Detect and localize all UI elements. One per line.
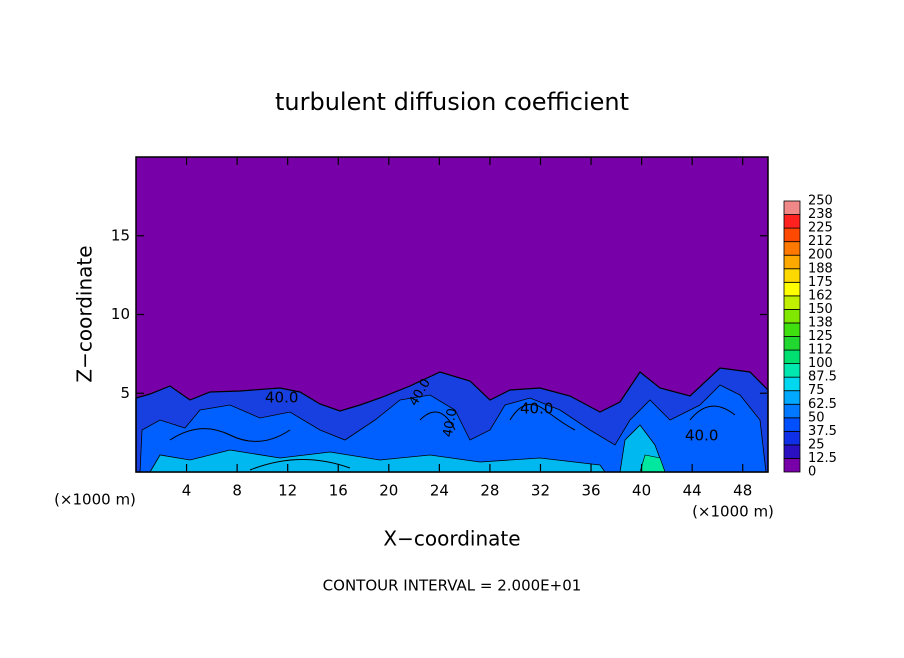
x-tick-label: 8	[232, 482, 242, 500]
colorbar-label: 150	[808, 302, 833, 317]
colorbar-box	[783, 349, 801, 364]
colorbar-label: 75	[808, 383, 825, 398]
contour-label: 40.0	[265, 389, 298, 407]
colorbar-label: 25	[808, 437, 825, 452]
x-tick-label: 40	[632, 482, 651, 500]
colorbar-box	[783, 200, 801, 215]
contour-line	[169, 403, 736, 471]
x-axis-label: X−coordinate	[383, 527, 520, 551]
chart-title: turbulent diffusion coefficient	[275, 88, 629, 116]
contour-label: 40.0	[520, 400, 553, 418]
colorbar-box	[783, 227, 801, 243]
colorbar-label: 238	[808, 207, 833, 222]
x-tick-label: 4	[182, 482, 192, 500]
colorbar-label: 100	[808, 356, 833, 371]
colorbar-label: 200	[808, 248, 833, 263]
colorbar-label: 125	[808, 329, 833, 344]
x-tick-label: 28	[480, 482, 499, 500]
colorbar-label: 12.5	[808, 451, 837, 466]
x-tick-label: 24	[430, 482, 449, 500]
colorbar-label: 250	[808, 194, 833, 209]
contour-label: 40.0	[441, 407, 461, 438]
colorbar-box	[783, 403, 801, 419]
colorbar-box	[783, 295, 801, 310]
colorbar-box	[783, 268, 801, 283]
x-unit: (×1000 m)	[692, 503, 774, 521]
colorbar-box	[783, 417, 801, 432]
colorbar-box	[783, 363, 801, 378]
colorbar-box	[783, 390, 801, 405]
x-tick-label: 12	[278, 482, 297, 500]
colorbar-box	[783, 336, 801, 351]
x-unit: (×1000 m)	[54, 491, 136, 509]
colorbar-label: 138	[808, 315, 833, 330]
colorbar-box	[783, 322, 801, 337]
colorbar-label: 162	[808, 288, 833, 303]
x-tick-label: 16	[329, 482, 348, 500]
y-tick-label: 15	[111, 226, 130, 244]
colorbar-box	[783, 241, 801, 256]
field: 40.0 40.0 40.0 40.0 40.0	[135, 157, 769, 473]
colorbar-label: 87.5	[808, 370, 837, 385]
colorbar-box	[783, 281, 801, 297]
colorbar-box	[783, 214, 801, 229]
x-tick-label: 32	[531, 482, 550, 500]
x-tick-label: 36	[581, 482, 600, 500]
x-tick-label: 44	[683, 482, 702, 500]
colorbar-box	[783, 444, 801, 459]
colorbar-box	[783, 458, 801, 473]
y-tick-label: 10	[111, 305, 130, 323]
colorbar-label: 188	[808, 261, 833, 276]
colorbar-box	[783, 430, 801, 446]
colorbar-label: 37.5	[808, 424, 837, 439]
colorbar-label: 212	[808, 234, 833, 249]
colorbar-label: 175	[808, 275, 833, 290]
colorbar-box	[783, 308, 801, 324]
x-tick-label: 48	[733, 482, 752, 500]
colorbar-label: 50	[808, 410, 825, 425]
turbulent-core	[139, 384, 767, 473]
colorbar-label: 112	[808, 343, 833, 358]
footer-note: CONTOUR INTERVAL = 2.000E+01	[323, 577, 582, 595]
colorbar-box	[783, 376, 801, 392]
y-tick-label: 5	[120, 384, 130, 402]
colorbar-label: 62.5	[808, 397, 837, 412]
colorbar-label: 225	[808, 221, 833, 236]
x-tick-label: 20	[379, 482, 398, 500]
y-axis-label: Z−coordinate	[73, 245, 97, 382]
contour-label: 40.0	[685, 427, 718, 445]
colorbar-box	[783, 254, 801, 270]
colorbar-label: 0	[808, 465, 816, 480]
